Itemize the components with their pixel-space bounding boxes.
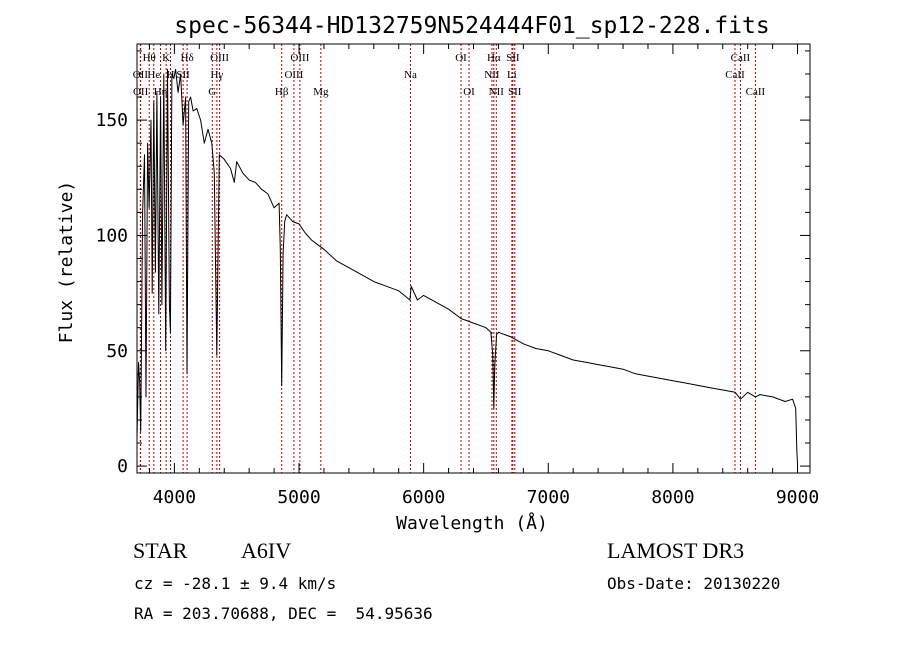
object-subclass: A6IV xyxy=(241,538,291,563)
x-tick-label: 4000 xyxy=(153,487,196,508)
line-label-caii: CaII xyxy=(725,69,745,81)
spectral-line-markers xyxy=(139,44,756,473)
y-tick-label: 100 xyxy=(95,225,128,246)
line-label-oii: OII xyxy=(133,69,149,81)
line-label-oi: OI xyxy=(455,52,467,64)
chart-title: spec-56344-HD132759N524444F01_sp12-228.f… xyxy=(174,13,769,39)
y-tick-label: 150 xyxy=(95,110,128,131)
axis-tick-labels: 4000 5000 6000 7000 8000 9000 0 50 100 150 xyxy=(95,110,819,508)
line-label-hδ: Hδ xyxy=(181,52,194,64)
y-axis-label: Flux (relative) xyxy=(56,181,77,344)
plot-frame xyxy=(136,43,811,474)
survey-name: LAMOST DR3 xyxy=(607,538,744,563)
line-label-hη: Hη xyxy=(154,86,168,98)
line-label-oi: OI xyxy=(463,86,475,98)
object-class: STAR xyxy=(133,538,188,563)
observation-date: Obs-Date: 20130220 xyxy=(607,574,780,593)
line-label-k: K xyxy=(162,52,170,64)
line-label-caii: CaII xyxy=(731,52,751,64)
line-label-g: G xyxy=(208,86,216,98)
y-tick-label: 0 xyxy=(117,456,128,477)
spectrum-series-line xyxy=(136,68,798,464)
axis-ticks xyxy=(137,44,810,473)
line-label-he: He xyxy=(147,69,160,81)
line-label-oiii: OIII xyxy=(210,52,229,64)
x-tick-label: 7000 xyxy=(527,487,570,508)
line-label-hβ: Hβ xyxy=(275,86,289,98)
line-label-oii: OII xyxy=(133,86,149,98)
line-label-sii: SII xyxy=(506,52,520,64)
line-label-hγ: Hγ xyxy=(210,69,223,81)
line-label-na: Na xyxy=(404,69,417,81)
line-label-mg: Mg xyxy=(313,86,329,98)
line-label-li: Li xyxy=(507,69,517,81)
x-tick-label: 8000 xyxy=(651,487,694,508)
line-label-hθ: Hθ xyxy=(143,52,156,64)
line-label-oiii: OIII xyxy=(290,52,309,64)
line-label-caii: CaII xyxy=(746,86,766,98)
x-tick-label: 5000 xyxy=(277,487,320,508)
x-tick-label: 9000 xyxy=(776,487,819,508)
line-label-oiii: OIII xyxy=(284,69,303,81)
line-label-sii: SII xyxy=(176,69,190,81)
redshift-velocity: cz = -28.1 ± 9.4 km/s xyxy=(134,574,336,593)
line-label-nii: NII xyxy=(489,86,505,98)
line-label-hα: Hα xyxy=(487,52,501,64)
line-label-nii: NII xyxy=(484,69,500,81)
line-label-sii: SII xyxy=(508,86,522,98)
line-label-h: H xyxy=(167,69,175,81)
sky-coordinates: RA = 203.70688, DEC = 54.95636 xyxy=(134,604,433,623)
x-axis-label: Wavelength (Å) xyxy=(396,512,548,534)
y-tick-label: 50 xyxy=(106,341,128,362)
x-tick-label: 6000 xyxy=(402,487,445,508)
